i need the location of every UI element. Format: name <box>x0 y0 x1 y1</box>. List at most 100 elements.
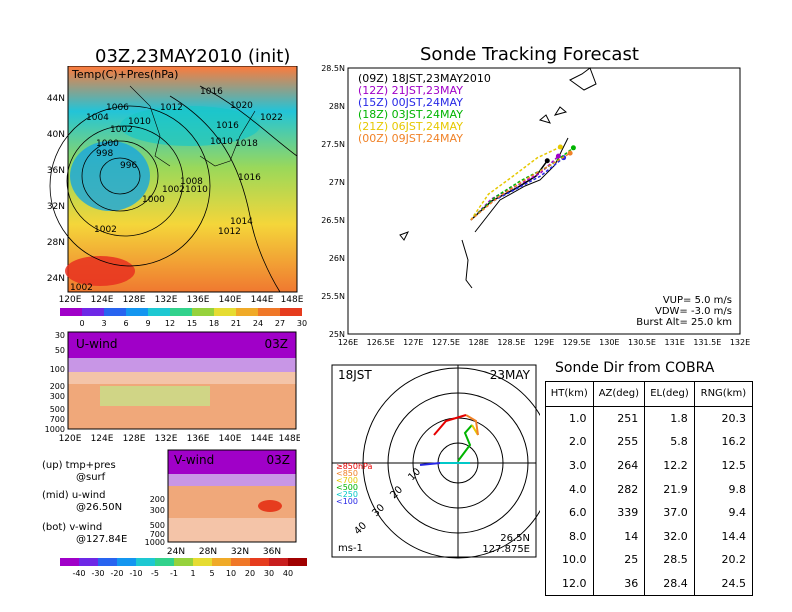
cobra-row: 2.0 255 5.8 16.2 <box>545 430 754 454</box>
svg-text:140E: 140E <box>219 434 242 444</box>
track-y-tick: 25.5N <box>321 292 345 301</box>
svg-text:28N: 28N <box>47 238 65 248</box>
svg-text:120E: 120E <box>59 295 82 305</box>
svg-text:12: 12 <box>165 319 175 328</box>
warm-south <box>65 256 135 286</box>
svg-text:30: 30 <box>297 319 307 328</box>
svg-text:140E: 140E <box>219 295 242 305</box>
hodo-segment-red <box>433 414 467 436</box>
cobra-row: 3.0 264 12.2 12.5 <box>545 453 754 478</box>
svg-text:(15Z) 00JST,24MAY: (15Z) 00JST,24MAY <box>358 96 463 109</box>
uwind-label: U-wind <box>76 337 117 351</box>
svg-text:-5: -5 <box>151 569 159 578</box>
svg-text:<850: <850 <box>336 469 358 478</box>
track-series-line <box>470 157 565 221</box>
map-label: Temp(C)+Pres(hPa) <box>71 68 178 81</box>
svg-text:1000: 1000 <box>145 538 165 547</box>
svg-text:300: 300 <box>50 392 65 401</box>
track-endpoint <box>555 153 561 159</box>
track-y-tick: 27N <box>329 178 345 187</box>
hodo-segment-orange <box>465 414 479 436</box>
svg-text:50: 50 <box>55 346 65 355</box>
svg-text:40: 40 <box>283 569 293 578</box>
vwind-panel: V-wind 03Z 200 300 500 700 1000 24N 28N … <box>145 449 297 557</box>
svg-text:1004: 1004 <box>86 113 109 123</box>
svg-text:-10: -10 <box>129 569 142 578</box>
svg-text:148E: 148E <box>279 434 300 444</box>
track-endpoint <box>567 150 573 156</box>
svg-text:124E: 124E <box>91 295 114 305</box>
polar-unit: ms-1 <box>338 543 363 554</box>
svg-text:1016: 1016 <box>216 121 239 131</box>
svg-text:VUP= 5.0 m/s: VUP= 5.0 m/s <box>663 295 732 306</box>
svg-text:6: 6 <box>123 319 128 328</box>
track-x-tick: 131E <box>665 338 685 347</box>
track-x-tick: 130E <box>599 338 619 347</box>
svg-text:132E: 132E <box>155 434 178 444</box>
track-y-tick: 28.5N <box>321 64 345 73</box>
svg-text:10: 10 <box>226 569 236 578</box>
polar-wind-panel: 18JST 23MAY 10 20 30 40 ≥850hPa <850 <70… <box>331 364 540 559</box>
track-series-line <box>470 147 574 221</box>
svg-text:24N: 24N <box>167 547 185 557</box>
svg-text:1012: 1012 <box>218 227 241 237</box>
track-x-tick: 128.5E <box>497 338 525 347</box>
track-x-tick: 129E <box>534 338 554 347</box>
wind-colorbar: -40 -30 -20 -10 -5 -1 1 5 10 20 30 40 <box>60 558 307 578</box>
svg-text:1010: 1010 <box>210 137 233 147</box>
svg-text:1008: 1008 <box>180 177 203 187</box>
svg-text:1014: 1014 <box>230 217 253 227</box>
svg-text:1002: 1002 <box>94 225 117 235</box>
temperature-colorbar-cells <box>60 308 302 316</box>
svg-text:27: 27 <box>275 319 285 328</box>
svg-text:1022: 1022 <box>260 113 283 123</box>
cool-band <box>120 106 260 146</box>
track-series-line <box>470 146 561 221</box>
track-y-tick: 25N <box>329 330 345 339</box>
track-y-tick: 27.5N <box>321 140 345 149</box>
cobra-header: HT(km) <box>545 381 594 407</box>
svg-text:1010: 1010 <box>185 185 208 195</box>
hodo-segment-green <box>457 424 473 462</box>
polar-time: 18JST <box>338 368 372 382</box>
cobra-header: EL(deg) <box>644 381 695 407</box>
svg-text:3: 3 <box>101 319 106 328</box>
cobra-header: RNG(km) <box>693 381 754 407</box>
svg-text:136E: 136E <box>187 295 210 305</box>
svg-text:124E: 124E <box>91 434 114 444</box>
track-y-tick: 26.5N <box>321 216 345 225</box>
svg-text:(09Z) 18JST,23MAY2010: (09Z) 18JST,23MAY2010 <box>358 72 491 85</box>
svg-text:200: 200 <box>50 382 65 391</box>
track-frame <box>347 67 741 335</box>
svg-text:148E: 148E <box>281 295 304 305</box>
svg-text:120E: 120E <box>59 434 82 444</box>
svg-text:1000: 1000 <box>96 139 119 149</box>
svg-text:21: 21 <box>231 319 241 328</box>
track-endpoint <box>570 145 576 151</box>
track-x-tick: 129.5E <box>563 338 591 347</box>
uwind-time: 03Z <box>265 337 289 351</box>
svg-text:1018: 1018 <box>235 139 258 149</box>
svg-text:36N: 36N <box>47 166 65 176</box>
vwind-label: V-wind <box>174 453 214 467</box>
svg-text:30: 30 <box>264 569 274 578</box>
svg-text:(21Z) 06JST,24MAY: (21Z) 06JST,24MAY <box>358 120 463 133</box>
side-note-mid: (mid) u-wind @26.50N <box>42 490 123 513</box>
track-y-ticks: 25N 25.5N 26N 26.5N 27N 27.5N 28N 28.5N <box>321 64 345 339</box>
temperature-map: Temp(C)+Pres(hPa) 1016 1006 1012 1020 10… <box>47 66 304 305</box>
svg-text:144E: 144E <box>251 434 274 444</box>
svg-text:100: 100 <box>50 365 65 374</box>
cobra-row: 6.0 339 37.0 9.4 <box>545 500 754 525</box>
svg-text:1002: 1002 <box>162 185 185 195</box>
svg-text:(00Z) 09JST,24MAY: (00Z) 09JST,24MAY <box>358 132 463 145</box>
svg-text:VDW= -3.0 m/s: VDW= -3.0 m/s <box>655 306 732 317</box>
track-x-tick: 128E <box>469 338 489 347</box>
track-x-tick: 127.5E <box>432 338 460 347</box>
track-x-tick: 126E <box>338 338 358 347</box>
svg-text:<700: <700 <box>336 476 358 485</box>
map-lat-ticks: 44N 40N 36N 32N 28N 24N <box>47 94 65 284</box>
svg-text:<250: <250 <box>336 490 358 499</box>
track-x-tick: 131.5E <box>693 338 721 347</box>
svg-text:-40: -40 <box>72 569 85 578</box>
track-chart: (09Z) 18JST,23MAY2010 (12Z) 21JST,23MAY … <box>321 64 750 347</box>
